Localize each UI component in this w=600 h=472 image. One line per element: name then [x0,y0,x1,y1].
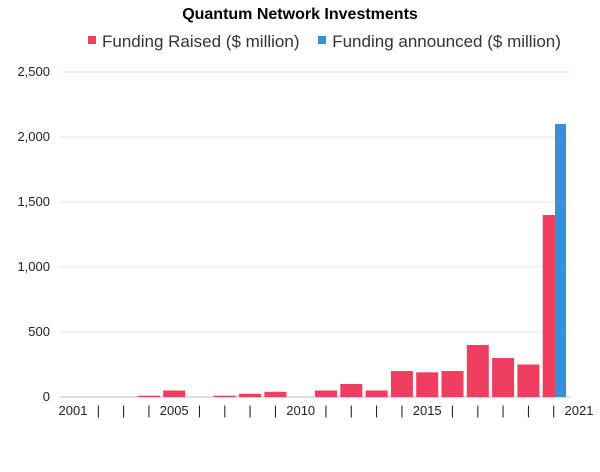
x-tick-label: | [248,403,251,418]
x-tick-label: | [198,403,201,418]
y-tick-label: 1,000 [17,259,50,274]
x-tick-label: | [501,403,504,418]
legend-swatch-funding-raised [88,36,96,44]
y-axis: 0 500 1,000 1,500 2,000 2,500 [17,64,50,404]
bar-raised-2016 [441,371,464,397]
x-tick-label: 2021 [565,403,594,418]
x-tick-label: 2015 [413,403,442,418]
bar-raised-2013 [365,390,388,397]
x-tick-label: 2005 [160,403,189,418]
bar-raised-2018 [492,358,515,397]
legend-label-funding-raised: Funding Raised ($ million) [102,32,300,51]
bar-raised-2019 [517,364,540,397]
bar-raised-2015 [416,372,439,397]
x-tick-label: 2010 [286,403,315,418]
x-tick-label: | [552,403,555,418]
grid-lines [60,71,570,398]
x-tick-label: | [451,403,454,418]
x-tick-label: | [223,403,226,418]
y-tick-label: 1,500 [17,194,50,209]
legend-swatch-funding-announced [318,36,327,44]
bar-raised-2012 [340,384,363,397]
x-tick-label: | [476,403,479,418]
chart-legend: Funding Raised ($ million) Funding annou… [88,32,575,52]
bar-raised-2011 [315,390,337,397]
y-tick-label: 500 [28,324,50,339]
x-tick-label: | [400,403,403,418]
x-tick-label: 2001 [59,403,88,418]
legend-item-funding-announced: Funding announced ($ million) [318,32,561,52]
bar-raised-2009 [264,391,287,397]
x-tick-label: | [527,403,530,418]
x-axis: 2001 | | | 2005 | | | | 2010 | | | | 2015 | | | | | 2021 [59,403,594,418]
bars [137,124,566,397]
bar-raised-2014 [390,371,413,397]
bar-raised-2007 [213,395,236,397]
bar-announced-2021 [555,124,566,397]
bar-raised-2005 [163,390,186,397]
chart-title: Quantum Network Investments [182,6,418,23]
x-tick-label: | [122,403,125,418]
bar-raised-2008 [239,393,262,397]
bar-raised-2017 [466,345,489,397]
y-tick-label: 2,000 [17,129,50,144]
legend-label-funding-announced: Funding announced ($ million) [332,32,561,51]
x-tick-label: | [274,403,277,418]
x-tick-label: | [350,403,353,418]
y-tick-label: 0 [43,389,50,404]
y-tick-label: 2,500 [17,64,50,79]
legend-item-funding-raised: Funding Raised ($ million) [88,32,299,52]
x-tick-label: | [147,403,150,418]
x-tick-label: | [324,403,327,418]
bar-raised-2004 [137,395,160,397]
x-tick-label: | [97,403,100,418]
x-tick-label: | [375,403,378,418]
